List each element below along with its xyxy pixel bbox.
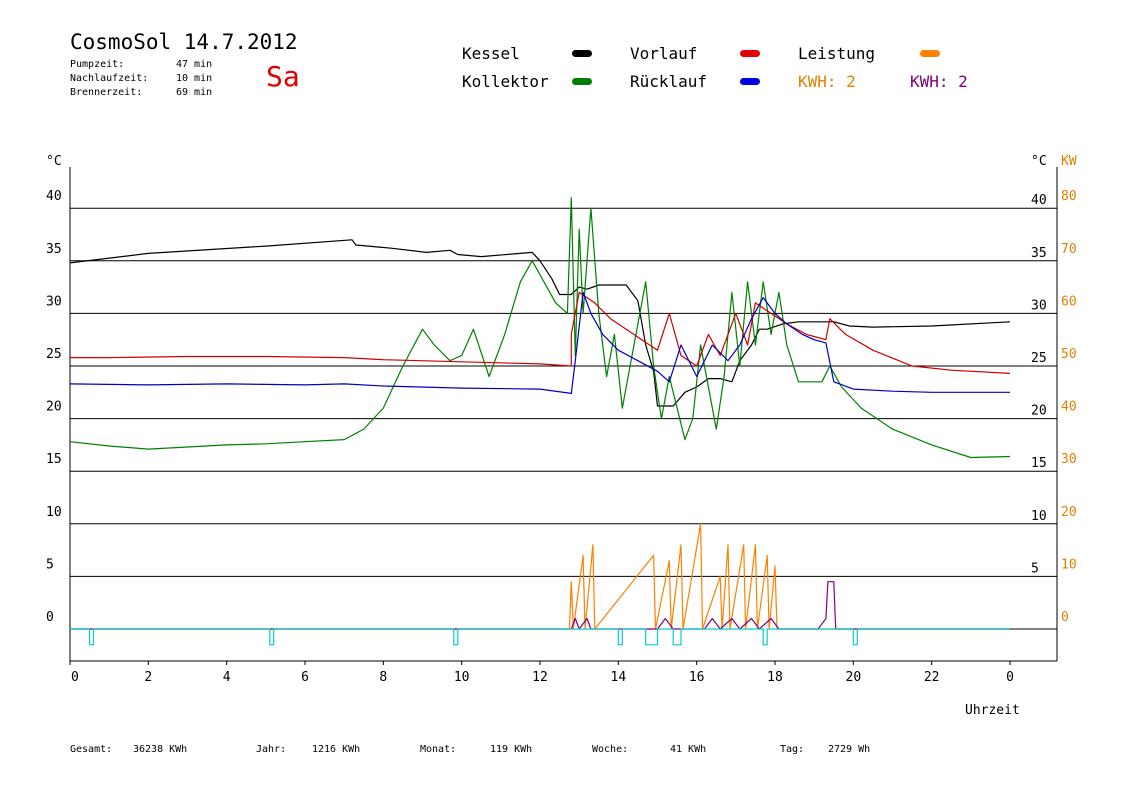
y2-axis-unit: KW bbox=[1061, 154, 1077, 169]
x-tick-label: 12 bbox=[532, 670, 548, 685]
x-tick-label: 0 bbox=[1006, 670, 1014, 685]
x-axis-label: Uhrzeit bbox=[965, 703, 1020, 718]
y-tick-label-right: 10 bbox=[1031, 509, 1047, 524]
chart-series bbox=[69, 197, 1057, 646]
footer-monat-value: 119 KWh bbox=[490, 744, 533, 755]
weekday-label: Sa bbox=[266, 60, 300, 93]
legend-kollektor: Kollektor bbox=[462, 72, 549, 91]
y-tick-label: 40 bbox=[46, 189, 62, 204]
footer-tag-label: Tag: bbox=[780, 744, 805, 755]
y-tick-label-right: 40 bbox=[1031, 193, 1047, 208]
legend-leistung: Leistung bbox=[798, 44, 876, 63]
series-line-pumpe bbox=[70, 628, 1010, 646]
y-tick-label: 25 bbox=[46, 347, 62, 362]
x-tick-label: 10 bbox=[454, 670, 470, 685]
legend-leistung-swatch bbox=[920, 50, 940, 57]
y-tick-label-right: 35 bbox=[1031, 246, 1047, 261]
legend-kessel: Kessel bbox=[462, 44, 520, 63]
series-line-kwh bbox=[70, 581, 1010, 630]
pump-time-value: 47 min bbox=[176, 59, 213, 70]
y2-tick-label: 0 bbox=[1061, 610, 1069, 625]
nachlauf-time-label: Nachlaufzeit: bbox=[70, 73, 149, 84]
y-axis-unit-left: °C bbox=[46, 154, 62, 169]
x-tick-label: 8 bbox=[379, 670, 387, 685]
footer-monat-label: Monat: bbox=[420, 744, 457, 755]
footer-woche-value: 41 KWh bbox=[670, 744, 707, 755]
y2-tick-label: 70 bbox=[1061, 242, 1077, 257]
legend-kollektor-swatch bbox=[572, 78, 592, 85]
y-tick-label-right: 15 bbox=[1031, 456, 1047, 471]
y-tick-label-right: 5 bbox=[1031, 561, 1039, 576]
legend-ruecklauf: Rücklauf bbox=[630, 72, 708, 91]
y2-tick-label: 60 bbox=[1061, 294, 1077, 309]
series-line-leistung bbox=[70, 523, 1010, 630]
y-tick-label: 20 bbox=[46, 400, 62, 415]
x-tick-label: 20 bbox=[846, 670, 862, 685]
y-tick-label: 0 bbox=[46, 610, 54, 625]
nachlauf-time-value: 10 min bbox=[176, 73, 213, 84]
brenner-time-value: 69 min bbox=[176, 87, 213, 98]
legend-kwh-orange: KWH: 2 bbox=[798, 72, 856, 91]
x-tick-label: 2 bbox=[144, 670, 152, 685]
y-tick-label: 35 bbox=[46, 242, 62, 257]
y2-tick-label: 10 bbox=[1061, 557, 1077, 572]
footer-tag-value: 2729 Wh bbox=[828, 744, 871, 755]
y-axis-unit-right: °C bbox=[1031, 154, 1047, 169]
series-line-rcklauf bbox=[69, 291, 1010, 394]
y-tick-label-right: 30 bbox=[1031, 298, 1047, 313]
series-line-vorlauf bbox=[70, 291, 1011, 374]
x-tick-label: 14 bbox=[611, 670, 627, 685]
footer-woche-label: Woche: bbox=[592, 744, 629, 755]
footer-gesamt-value: 36238 KWh bbox=[133, 744, 188, 755]
legend-kwh-purple: KWH: 2 bbox=[910, 72, 968, 91]
footer-gesamt-label: Gesamt: bbox=[70, 744, 113, 755]
brenner-time-label: Brennerzeit: bbox=[70, 87, 143, 98]
y2-tick-label: 20 bbox=[1061, 505, 1077, 520]
legend-vorlauf: Vorlauf bbox=[630, 44, 698, 63]
y-tick-label-right: 20 bbox=[1031, 404, 1047, 419]
x-tick-label: 16 bbox=[689, 670, 705, 685]
chart-title: CosmoSol 14.7.2012 bbox=[70, 30, 298, 54]
footer-jahr-label: Jahr: bbox=[256, 744, 287, 755]
chart-axes bbox=[69, 167, 1058, 665]
y2-tick-label: 80 bbox=[1061, 189, 1077, 204]
y2-tick-label: 50 bbox=[1061, 347, 1077, 362]
x-tick-label: 6 bbox=[301, 670, 309, 685]
y2-tick-label: 30 bbox=[1061, 452, 1077, 467]
legend-kessel-swatch bbox=[572, 50, 592, 57]
y2-tick-label: 40 bbox=[1061, 400, 1077, 415]
series-line-kessel bbox=[69, 239, 1011, 407]
y-tick-label-right: 25 bbox=[1031, 351, 1047, 366]
y-tick-label: 10 bbox=[46, 505, 62, 520]
x-tick-label: 4 bbox=[223, 670, 231, 685]
x-tick-label: 0 bbox=[71, 670, 79, 685]
y-tick-label: 5 bbox=[46, 557, 54, 572]
x-tick-label: 18 bbox=[767, 670, 783, 685]
chart-labels: 0510152025303540510152025303540010203040… bbox=[46, 154, 1077, 718]
y-tick-label: 15 bbox=[46, 452, 62, 467]
pump-time-label: Pumpzeit: bbox=[70, 59, 125, 70]
chart-grid bbox=[70, 207, 1057, 577]
footer-jahr-value: 1216 KWh bbox=[312, 744, 361, 755]
x-tick-label: 22 bbox=[924, 670, 940, 685]
legend-vorlauf-swatch bbox=[740, 50, 760, 57]
y-tick-label: 30 bbox=[46, 294, 62, 309]
legend-ruecklauf-swatch bbox=[740, 78, 760, 85]
